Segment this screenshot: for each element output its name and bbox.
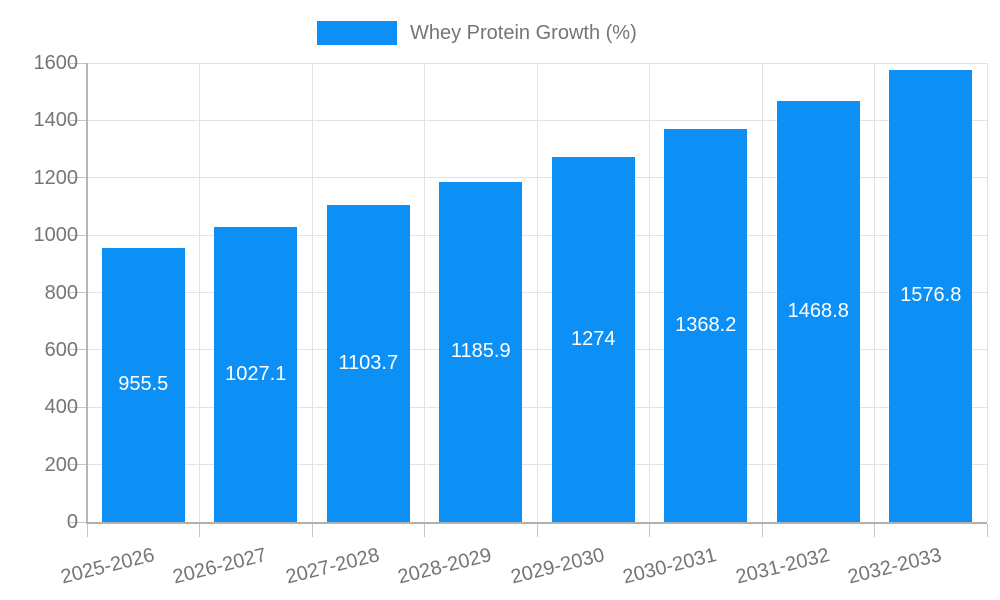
x-axis-tick (649, 524, 650, 537)
x-axis-tick (424, 524, 425, 537)
bar-value-label: 1027.1 (225, 363, 287, 386)
y-axis-tick (70, 62, 87, 64)
legend-swatch-icon (317, 21, 397, 45)
bar-2030-2031[interactable]: 1368.2 (664, 129, 748, 522)
legend-label: Whey Protein Growth (%) (410, 21, 637, 44)
y-axis-label: 1000 (33, 224, 79, 247)
x-axis-label: 2031-2032 (733, 544, 832, 589)
x-axis-label: 2029-2030 (508, 544, 607, 589)
y-axis-label: 600 (44, 338, 78, 361)
x-gridline (761, 63, 763, 522)
y-axis-tick (70, 119, 87, 121)
x-axis-label: 2026-2027 (170, 544, 269, 589)
legend[interactable]: Whey Protein Growth (%) (317, 21, 637, 45)
x-axis-line (87, 522, 987, 524)
y-axis-line (86, 63, 88, 524)
x-axis-tick (874, 524, 875, 537)
bar-value-label: 1468.8 (787, 299, 849, 322)
x-gridline (536, 63, 538, 522)
x-axis-tick (86, 524, 88, 537)
x-gridline (424, 63, 425, 522)
x-axis-label: 2032-2033 (845, 544, 944, 589)
y-axis-tick (70, 177, 87, 179)
y-axis-label: 800 (44, 281, 78, 304)
x-axis-label: 2025-2026 (58, 544, 157, 589)
y-axis-tick (70, 406, 87, 408)
bar-value-label: 955.5 (118, 373, 169, 396)
y-axis-label: 1400 (33, 109, 79, 132)
y-axis-label: 1600 (33, 52, 79, 74)
y-axis-tick (70, 292, 87, 293)
bar-value-label: 1274 (571, 327, 616, 350)
y-axis-tick (70, 234, 87, 236)
x-axis-tick (311, 524, 313, 537)
bar-value-label: 1368.2 (675, 314, 737, 337)
bar-2027-2028[interactable]: 1103.7 (326, 205, 410, 522)
bar-2029-2030[interactable]: 1274 (551, 156, 635, 522)
x-gridline (874, 63, 875, 522)
y-axis-label: 0 (66, 511, 78, 533)
y-axis-label: 400 (44, 396, 78, 419)
y-axis-label: 200 (44, 453, 78, 476)
x-axis-tick (199, 524, 200, 537)
x-axis-label: 2030-2031 (620, 544, 719, 589)
x-axis-label: 2027-2028 (283, 544, 382, 589)
x-gridline (649, 63, 650, 522)
x-gridline (311, 63, 313, 522)
bar-2031-2032[interactable]: 1468.8 (776, 100, 860, 522)
x-axis-label: 2028-2029 (395, 544, 494, 589)
x-axis-tick (761, 524, 763, 537)
bar-value-label: 1576.8 (900, 284, 962, 307)
y-axis-tick (70, 349, 87, 351)
bar-2025-2026[interactable]: 955.5 (101, 247, 185, 522)
bar-value-label: 1103.7 (338, 352, 399, 375)
bar-2032-2033[interactable]: 1576.8 (889, 69, 973, 522)
y-axis-tick (70, 464, 87, 466)
x-gridline (986, 63, 988, 522)
bar-2028-2029[interactable]: 1185.9 (439, 181, 523, 522)
bar-value-label: 1185.9 (450, 340, 511, 363)
x-axis-tick (986, 524, 988, 537)
bar-2026-2027[interactable]: 1027.1 (214, 227, 298, 522)
x-axis-tick (536, 524, 538, 537)
y-axis-tick (70, 521, 87, 523)
y-axis-label: 1200 (33, 166, 79, 189)
x-gridline (199, 63, 200, 522)
